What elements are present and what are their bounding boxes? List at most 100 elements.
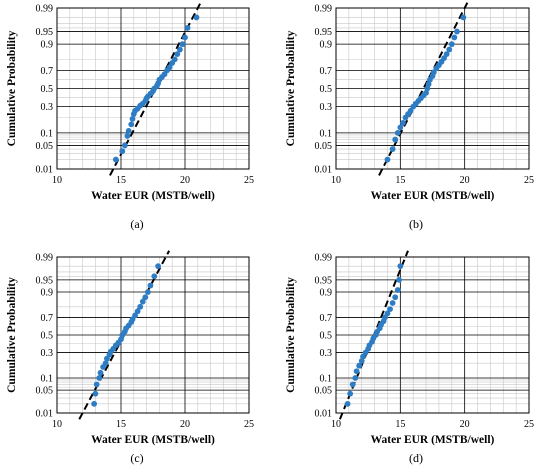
data-point bbox=[171, 56, 178, 63]
y-axis-title: Cumulative Probability bbox=[285, 30, 297, 146]
x-tick-label: 15 bbox=[116, 419, 126, 430]
data-point bbox=[349, 381, 356, 388]
y-tick-label: 0.05 bbox=[36, 141, 54, 152]
y-tick-label: 0.3 bbox=[41, 102, 54, 113]
y-tick-label: 0.95 bbox=[315, 275, 333, 286]
y-tick-label: 0.99 bbox=[315, 253, 333, 264]
data-point bbox=[166, 64, 173, 71]
plot-frame bbox=[56, 7, 250, 170]
y-tick-label: 0.95 bbox=[36, 27, 54, 38]
data-point bbox=[353, 368, 360, 375]
data-point bbox=[96, 375, 103, 381]
data-point bbox=[454, 28, 460, 35]
plot-frame bbox=[56, 256, 250, 414]
data-point bbox=[124, 133, 131, 139]
y-tick-label: 0.1 bbox=[41, 373, 54, 384]
data-point bbox=[392, 136, 399, 143]
data-point bbox=[151, 273, 158, 280]
data-point bbox=[176, 46, 183, 53]
y-tick-label: 0.01 bbox=[36, 409, 54, 420]
data-point bbox=[102, 360, 109, 367]
data-point bbox=[397, 124, 404, 131]
y-tick-label: 0.01 bbox=[315, 409, 333, 420]
y-tick-label: 0.05 bbox=[315, 141, 333, 152]
data-point bbox=[424, 85, 431, 92]
data-point bbox=[92, 390, 99, 397]
data-point bbox=[392, 294, 399, 301]
y-tick-label: 0.3 bbox=[320, 102, 333, 113]
chart-panel-b: 0.01 0.05 0.1 0.3 0.5 0.7 0.9 0.95 0.99 10 15 20 25 W… bbox=[285, 1, 534, 231]
data-point bbox=[139, 298, 146, 305]
x-axis-title: Water EUR (MSTB/well) bbox=[91, 190, 215, 202]
y-axis-title: Cumulative Probability bbox=[6, 30, 18, 146]
data-point bbox=[134, 308, 141, 315]
panel-caption: (b) bbox=[409, 217, 423, 231]
x-axis-title: Water EUR (MSTB/well) bbox=[91, 434, 215, 446]
x-tick-label: 25 bbox=[244, 419, 254, 430]
data-point bbox=[347, 390, 354, 397]
y-tick-label: 0.5 bbox=[320, 331, 333, 342]
x-tick-label: 15 bbox=[116, 175, 126, 186]
data-point bbox=[104, 355, 110, 362]
x-tick-label: 10 bbox=[52, 175, 62, 186]
data-point bbox=[121, 142, 128, 149]
panel-caption: (d) bbox=[409, 451, 423, 465]
x-tick-label: 20 bbox=[180, 419, 190, 430]
y-tick-label: 0.5 bbox=[41, 84, 54, 95]
y-tick-label: 0.1 bbox=[320, 373, 333, 384]
y-tick-label: 0.99 bbox=[315, 4, 333, 15]
data-point bbox=[97, 369, 104, 376]
data-point bbox=[352, 375, 359, 381]
data-point bbox=[425, 81, 432, 88]
data-point bbox=[142, 294, 149, 301]
data-point bbox=[397, 263, 404, 270]
data-point bbox=[446, 46, 453, 53]
y-tick-label: 0.1 bbox=[320, 128, 333, 139]
data-point bbox=[389, 146, 396, 152]
x-tick-label: 25 bbox=[244, 175, 254, 186]
x-tick-label: 20 bbox=[180, 175, 190, 186]
x-axis-title: Water EUR (MSTB/well) bbox=[371, 190, 495, 202]
x-tick-label: 15 bbox=[395, 419, 405, 430]
x-tick-label: 15 bbox=[395, 175, 405, 186]
y-tick-label: 0.9 bbox=[320, 40, 333, 51]
y-tick-label: 0.95 bbox=[36, 275, 54, 286]
data-point bbox=[400, 120, 406, 126]
x-tick-label: 20 bbox=[460, 419, 470, 430]
x-tick-label: 20 bbox=[460, 175, 470, 186]
data-point bbox=[91, 400, 98, 407]
data-point bbox=[129, 115, 136, 122]
y-axis-title: Cumulative Probability bbox=[285, 277, 297, 393]
data-point bbox=[396, 276, 402, 283]
data-point bbox=[451, 34, 458, 41]
y-tick-label: 0.3 bbox=[41, 348, 54, 359]
data-point bbox=[155, 263, 162, 270]
data-point bbox=[387, 306, 393, 313]
y-tick-label: 0.7 bbox=[320, 66, 333, 77]
data-point bbox=[179, 41, 186, 48]
y-tick-label: 0.95 bbox=[315, 27, 333, 38]
plot-frame bbox=[335, 256, 530, 414]
x-tick-label: 25 bbox=[524, 419, 534, 430]
data-point bbox=[344, 400, 351, 407]
y-tick-label: 0.9 bbox=[41, 288, 54, 299]
data-point bbox=[147, 282, 154, 289]
data-point bbox=[356, 362, 363, 369]
y-tick-label: 0.3 bbox=[320, 348, 333, 359]
data-point bbox=[119, 148, 126, 155]
y-tick-label: 0.7 bbox=[41, 66, 54, 77]
data-point bbox=[423, 89, 429, 96]
data-point bbox=[448, 41, 455, 48]
y-tick-label: 0.7 bbox=[320, 313, 333, 324]
y-tick-label: 0.01 bbox=[315, 165, 333, 176]
data-point bbox=[125, 128, 132, 134]
data-point bbox=[132, 312, 138, 319]
y-tick-label: 0.1 bbox=[41, 128, 54, 139]
panel-caption: (a) bbox=[130, 217, 143, 231]
data-point bbox=[93, 381, 100, 388]
y-tick-label: 0.9 bbox=[320, 288, 333, 299]
data-point bbox=[182, 34, 188, 41]
x-axis-title: Water EUR (MSTB/well) bbox=[371, 434, 495, 446]
y-tick-label: 0.05 bbox=[315, 386, 333, 397]
data-point bbox=[394, 287, 401, 293]
